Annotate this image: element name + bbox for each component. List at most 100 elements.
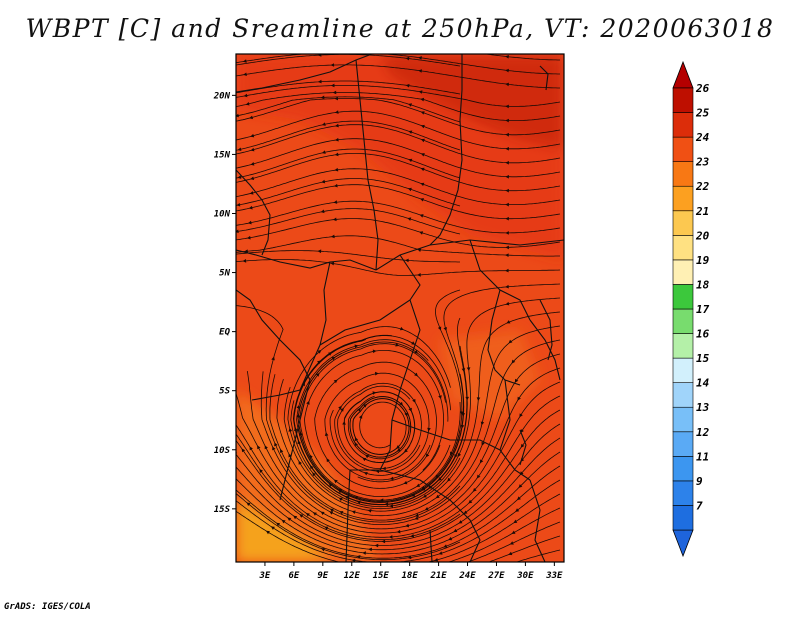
colorbar-swatch	[672, 161, 694, 187]
streamline-arrowhead	[418, 90, 423, 94]
streamline-arrowhead	[310, 465, 314, 470]
streamline-arrowhead	[405, 83, 410, 88]
colorbar-label: 22	[695, 180, 710, 193]
lat-tick-label: EQ	[219, 328, 230, 338]
border-line	[236, 169, 271, 256]
streamline-arrowhead	[410, 534, 415, 538]
colorbar-high-arrow	[672, 60, 694, 89]
streamline	[236, 184, 561, 220]
streamline-arrowhead	[276, 522, 281, 527]
streamline	[260, 353, 561, 525]
streamline-arrowhead	[331, 356, 336, 361]
lon-tick-label: 15E	[373, 571, 390, 581]
streamline-arrowhead	[243, 93, 248, 98]
streamline-arrowhead	[519, 413, 523, 418]
streamline-arrowhead	[338, 497, 343, 502]
streamline-arrowhead	[243, 72, 247, 76]
streamline-arrowhead	[374, 543, 379, 548]
colorbar-label: 19	[696, 254, 710, 267]
streamline-arrowhead	[460, 424, 465, 429]
streamline-arrowhead	[414, 372, 418, 377]
streamline-arrowhead	[438, 477, 442, 481]
colorbar-swatch	[672, 480, 694, 506]
colorbar-swatch	[672, 505, 694, 531]
streamline-arrowhead	[481, 441, 485, 446]
streamline-arrowhead	[399, 326, 404, 331]
grads-credit: GrADS: IGES/COLA	[4, 602, 91, 612]
longitude-axis: 3E 6E 9E 12E 15E 18E 21E 24E 27E 30E 33E	[259, 562, 563, 581]
streamline-arrowhead	[505, 147, 509, 151]
streamline	[236, 451, 561, 555]
streamline-arrowhead	[237, 175, 242, 179]
colorbar-label: 7	[696, 499, 703, 512]
streamline-arrowhead	[317, 54, 322, 57]
streamline-arrowhead	[334, 110, 339, 114]
streamline-arrowhead	[505, 82, 509, 87]
streamline-arrowhead	[317, 79, 322, 84]
streamline-arrowhead	[395, 343, 400, 347]
streamline-arrowhead	[396, 445, 400, 449]
streamline-arrowhead	[408, 103, 412, 107]
lon-tick-label: 6E	[288, 571, 299, 581]
streamline-arrowhead	[505, 161, 509, 165]
streamline-arrowhead	[354, 496, 359, 500]
streamline-arrowhead	[274, 442, 278, 447]
streamline	[296, 339, 465, 503]
colorbar-label: 25	[695, 107, 710, 120]
streamline-arrowhead	[465, 396, 469, 401]
lon-tick-label: 9E	[317, 571, 328, 581]
streamline	[297, 341, 461, 502]
streamline-arrowhead	[270, 526, 275, 530]
colorbar-label: 12	[696, 426, 710, 439]
streamline-arrowhead	[408, 407, 412, 412]
streamline	[236, 168, 561, 205]
colorbar-swatch	[672, 406, 694, 433]
latitude-axis: 20N 15N 10N 5N EQ 5S 10S 15S	[213, 91, 236, 515]
streamline-arrowhead	[505, 68, 509, 73]
streamline-arrowhead	[358, 414, 363, 419]
streamline-arrowhead	[437, 326, 442, 331]
streamline-arrowhead	[458, 520, 463, 524]
streamline-arrowhead	[411, 493, 416, 497]
streamline-arrowhead	[301, 382, 305, 387]
streamline-arrowhead	[505, 216, 509, 221]
streamline-arrowhead	[332, 90, 337, 95]
streamline-arrowhead	[422, 494, 427, 498]
streamline-arrowhead	[505, 202, 509, 207]
chart-title: WBPT [C] and Sreamline at 250hPa, VT: 20…	[25, 14, 775, 43]
streamline-arrowhead	[460, 411, 464, 416]
streamline-arrowhead	[317, 360, 321, 365]
lat-tick-label: 15S	[214, 505, 231, 515]
colorbar-label: 16	[696, 328, 710, 341]
streamline-arrowhead	[505, 245, 509, 250]
streamline	[236, 120, 461, 151]
streamline-arrowhead	[508, 551, 513, 556]
border-line	[319, 261, 331, 346]
lon-tick-label: 21E	[429, 571, 447, 581]
streamline	[269, 339, 561, 521]
streamline-arrowhead	[368, 547, 372, 552]
border-line	[429, 54, 463, 246]
streamline-arrowhead	[328, 352, 333, 356]
streamline-arrowhead	[517, 496, 521, 501]
streamline-arrowhead	[294, 427, 298, 431]
streamline-arrowhead	[351, 558, 356, 562]
streamline-arrowhead	[420, 182, 425, 187]
streamline-arrowhead	[334, 152, 339, 157]
streamline-arrowhead	[375, 469, 380, 474]
streamline-arrowhead	[396, 529, 401, 534]
streamline-arrowhead	[280, 448, 284, 453]
streamline-arrowhead	[505, 301, 510, 306]
streamline-arrowhead	[288, 453, 292, 458]
colorbar-label: 11	[696, 450, 709, 463]
colorbar-swatch	[672, 382, 694, 408]
colorbar-swatch	[672, 235, 694, 261]
colorbar-swatch	[672, 333, 694, 359]
streamline-arrowhead	[309, 454, 313, 459]
streamline	[343, 391, 416, 463]
streamline	[236, 437, 561, 551]
streamline-arrowhead	[511, 530, 516, 534]
lake-outline	[539, 299, 553, 361]
streamline-arrowhead	[407, 217, 412, 221]
streamline-arrowhead	[246, 502, 251, 506]
